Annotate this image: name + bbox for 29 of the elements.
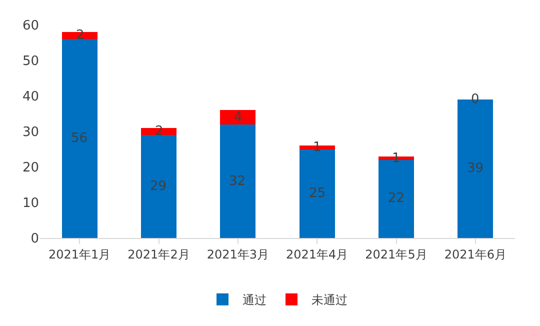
x-tick-label: 2021年3月: [206, 247, 270, 262]
data-label: 39: [467, 161, 484, 176]
data-label: 4: [234, 110, 242, 125]
bar: [220, 124, 256, 238]
data-label: 2: [76, 28, 84, 43]
y-tick-label: 0: [30, 232, 39, 247]
legend-label: 未通过: [312, 293, 348, 308]
legend-label: 通过: [242, 293, 266, 308]
data-label: 29: [150, 179, 167, 194]
x-tick-label: 2021年4月: [286, 247, 348, 262]
y-tick-label: 30: [22, 125, 39, 140]
y-tick-label: 20: [22, 160, 39, 176]
bar: [299, 149, 335, 238]
bar: [220, 110, 256, 124]
y-tick-label: 10: [22, 196, 39, 212]
data-label: 22: [388, 191, 405, 206]
x-tick-label: 2021年2月: [128, 247, 190, 262]
y-tick-label: 50: [22, 54, 39, 70]
data-label: 25: [309, 186, 326, 201]
data-label: 2: [155, 124, 164, 139]
x-tick-label: 2021年1月: [48, 247, 111, 262]
bar: [62, 39, 98, 238]
data-label: 32: [229, 174, 246, 189]
y-tick-label: 60: [22, 18, 39, 34]
y-tick-label: 40: [22, 90, 39, 105]
x-tick-label: 2021年5月: [365, 247, 428, 262]
bar: [140, 135, 177, 238]
x-tick-label: 2021年6月: [444, 247, 507, 262]
data-label: 56: [71, 131, 88, 146]
